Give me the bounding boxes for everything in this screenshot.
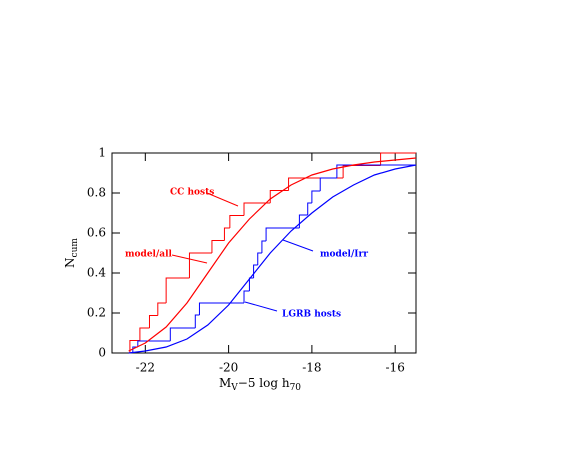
annotation-leader [244,301,278,312]
step [336,164,416,178]
model-curve [128,164,417,354]
y-tick-label: 0.6 [87,226,106,240]
step [243,202,271,216]
step [169,327,196,341]
step [211,240,225,253]
step [261,240,267,253]
y-tick-label: 0.4 [87,266,106,280]
y-tick-label: 0.2 [87,306,106,320]
step [139,327,150,341]
model-curve [128,157,417,352]
step [307,202,312,215]
step [157,302,167,316]
y-tick-label: 1 [98,146,106,160]
x-tick-label: -16 [386,361,405,375]
step [229,215,245,228]
x-tick-label: -18 [302,361,321,375]
annotation: model/all [125,250,173,260]
x-tick-label: -20 [219,361,238,375]
x-axis-label: MV−5 log h70 [219,376,301,393]
step [319,177,337,191]
annotation: LGRB hosts [282,310,341,320]
step [257,252,262,265]
annotation-leader [282,239,314,252]
annotation-leader [206,192,239,207]
step [265,227,300,241]
step [288,177,344,191]
annotation: CC hosts [170,188,214,198]
step [165,277,190,303]
y-tick-label: 0.8 [87,186,106,200]
step [148,315,158,328]
step [198,302,245,315]
step [188,252,212,278]
annotation-leader [171,254,208,264]
step [243,290,250,303]
annotation: model/Irr [320,250,368,260]
plot-frame [111,152,417,354]
step [194,314,200,328]
step [248,277,254,291]
step [129,340,140,353]
step [342,165,381,178]
step [223,227,230,241]
y-tick-label: 0 [98,346,106,360]
y-axis-label: Ncum [63,238,80,268]
x-tick-label: -22 [136,361,155,375]
step [137,340,171,347]
step [311,190,321,203]
